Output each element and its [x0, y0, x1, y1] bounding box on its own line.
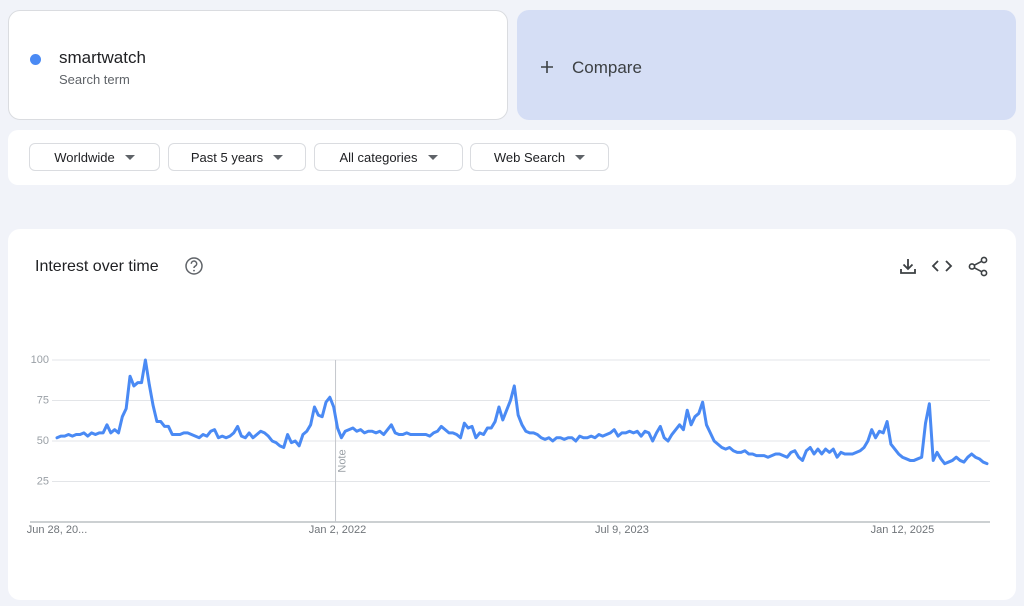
chart: Interest over time 25 50 75 100 Jun 28, 20..…	[27, 256, 990, 536]
filter-label: Web Search	[493, 149, 566, 165]
filter-bar: Worldwide Past 5 years All categories We…	[8, 130, 1016, 185]
search-term-subtitle: Search term	[59, 72, 130, 87]
search-term-card[interactable]: smartwatch Search term	[8, 10, 508, 120]
download-icon[interactable]	[900, 259, 916, 274]
note-label: Note	[336, 449, 348, 472]
dropdown-arrow	[575, 154, 586, 160]
dropdown-arrow	[124, 154, 135, 160]
filter-button[interactable]: Past 5 years	[168, 143, 306, 171]
compare-label: Compare	[572, 58, 642, 77]
filter-label: Worldwide	[54, 149, 115, 165]
search-term: smartwatch	[59, 48, 146, 67]
x-tick-label: Jan 12, 2025	[871, 524, 935, 536]
filter-button[interactable]: Worldwide	[29, 143, 160, 171]
trend-line	[55, 358, 989, 466]
dropdown-arrow	[273, 154, 284, 160]
share-icon[interactable]	[968, 256, 988, 277]
y-tick-label: 75	[37, 394, 49, 406]
help-icon[interactable]	[185, 257, 203, 275]
y-tick-label: 25	[37, 475, 49, 487]
filter-button[interactable]: All categories	[314, 143, 463, 171]
chart-card: Interest over time 25 50 75 100 Jun 28, 20..…	[8, 229, 1016, 600]
x-tick-label: Jun 28, 20...	[27, 524, 88, 536]
chart-title: Interest over time	[35, 258, 159, 275]
series-dot	[30, 54, 41, 65]
compare-card[interactable]: Compare	[517, 10, 1016, 120]
plus-icon	[541, 61, 553, 73]
y-tick-label: 50	[37, 435, 49, 447]
dropdown-arrow	[427, 154, 438, 160]
x-tick-label: Jan 2, 2022	[309, 524, 367, 536]
x-tick-label: Jul 9, 2023	[595, 524, 649, 536]
filter-label: All categories	[339, 149, 418, 165]
filter-label: Past 5 years	[190, 149, 264, 165]
embed-icon[interactable]	[931, 260, 953, 272]
filter-button[interactable]: Web Search	[470, 143, 609, 171]
y-tick-label: 100	[31, 354, 49, 366]
